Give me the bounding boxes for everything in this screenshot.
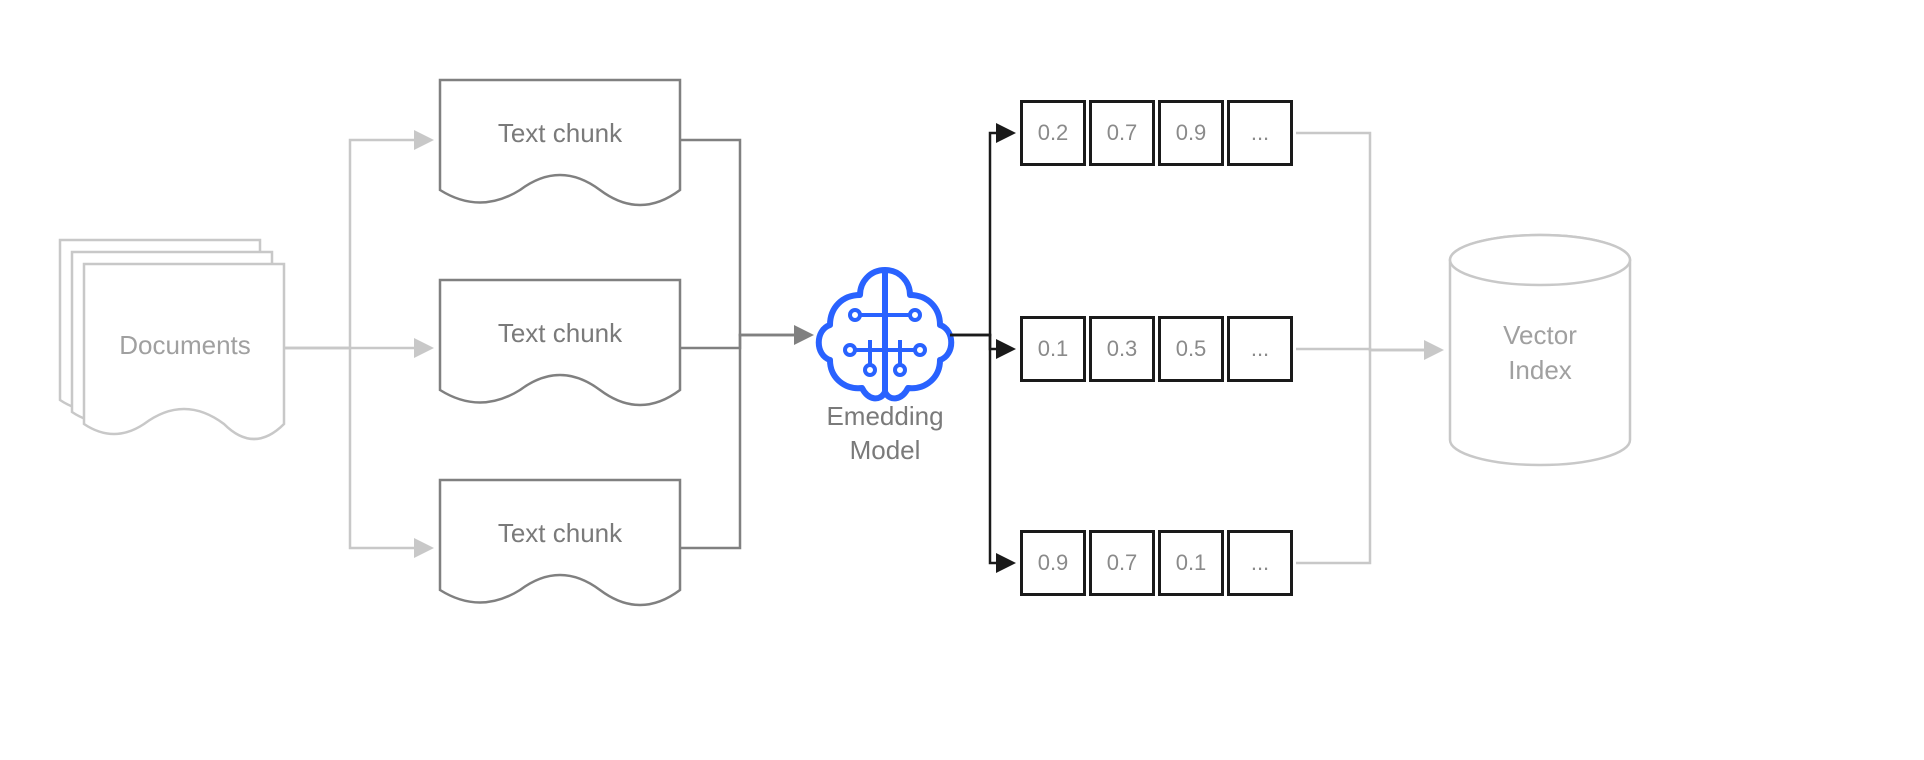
vector-cell: 0.1 [1020,316,1086,382]
vector-cell: ... [1227,530,1293,596]
embedding-label-line2: Model [850,435,921,465]
vector-index-line1: Vector [1503,320,1577,350]
vector-cell: 0.2 [1020,100,1086,166]
documents-label: Documents [100,330,270,361]
vector-cell: ... [1227,100,1293,166]
edge-vec3-index [1296,350,1440,563]
edge-brain-vec2 [950,335,1012,349]
vector-cell: ... [1227,316,1293,382]
vector-cell: 0.5 [1158,316,1224,382]
edge-brain-vec1 [950,133,1012,335]
edge-chunk1-brain [680,140,810,335]
edge-doc-chunk1 [284,140,430,348]
chunk-label-2: Text chunk [460,318,660,349]
chunk-label-1: Text chunk [460,118,660,149]
vector-cell: 0.7 [1089,530,1155,596]
embedding-model-label: Emedding Model [800,400,970,468]
vector-cell: 0.9 [1158,100,1224,166]
vector-cell: 0.3 [1089,316,1155,382]
vector-cell: 0.7 [1089,100,1155,166]
vector-cell: 0.1 [1158,530,1224,596]
chunk-label-3: Text chunk [460,518,660,549]
diagram-canvas [0,0,1924,760]
vector-cell: 0.9 [1020,530,1086,596]
brain-icon [819,270,952,398]
edge-chunk3-brain [680,335,810,548]
embedding-label-line1: Emedding [826,401,943,431]
edge-chunk2-brain [680,335,810,348]
vector-index-line2: Index [1508,355,1572,385]
edge-vec1-index [1296,133,1440,350]
edge-doc-chunk3 [284,348,430,548]
vector-index-label: Vector Index [1470,318,1610,388]
